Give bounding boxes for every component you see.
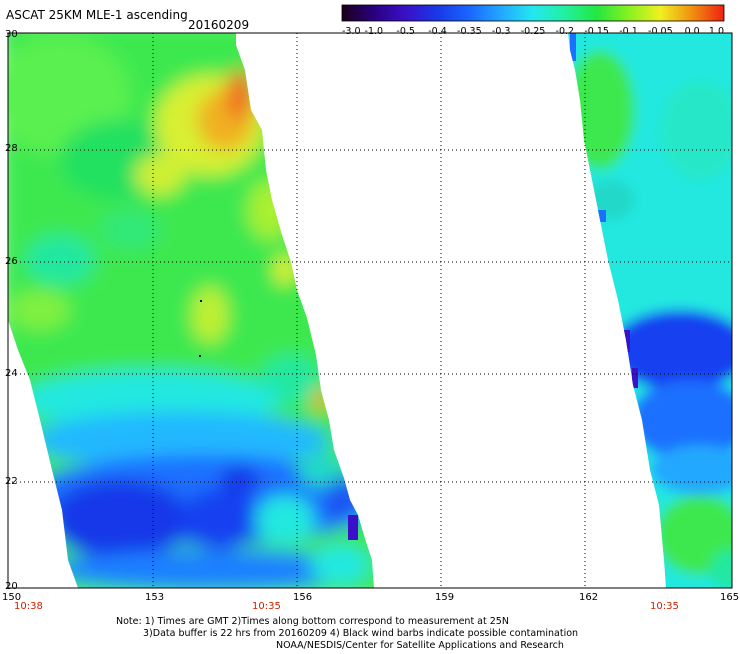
time-label-right: 10:35 [650, 601, 679, 612]
lat-label-26: 26 [5, 256, 18, 267]
lat-label-20: 20 [5, 581, 18, 592]
colorbar-label: -0.4 [428, 26, 447, 37]
lon-label-156: 156 [293, 592, 312, 603]
colorbar-labels: -3.0 -1.0 -0.5 -0.4 -0.35 -0.3 -0.25 -0.2 -0.15-… [342, 26, 724, 37]
lat-label-30: 30 [5, 29, 18, 40]
colorbar-label: -0.05 [648, 26, 673, 37]
note-line-3: NOAA/NESDIS/Center for Satellite Applica… [276, 640, 564, 650]
colorbar [341, 4, 725, 22]
colorbar-label: -0.5 [396, 26, 415, 37]
lon-label-162: 162 [579, 592, 598, 603]
time-labels: 10:38 10:35 10:35 [14, 601, 679, 612]
colorbar-label: -3.0 [342, 26, 361, 37]
lon-label-150: 150 [2, 592, 21, 603]
colorbar-label: 1.0 [709, 26, 724, 37]
colorbar-border [341, 4, 725, 22]
colorbar-label: -0.2 [556, 26, 575, 37]
colorbar-label: -0.3 [492, 26, 511, 37]
colorbar-label: -0.15 [584, 26, 609, 37]
note-line-1: Note: 1) Times are GMT 2)Times along bot… [116, 616, 509, 627]
lon-label-153: 153 [145, 592, 164, 603]
colorbar-label: -0.1 [619, 26, 638, 37]
map-title: ASCAT 25KM MLE-1 ascending [6, 8, 188, 22]
note-line-2: 3)Data buffer is 22 hrs from 20160209 4)… [143, 628, 578, 639]
contamination-marker [200, 300, 202, 302]
time-label-middle: 10:35 [252, 601, 281, 612]
lon-label-165: 165 [720, 592, 739, 603]
colorbar-label: -1.0 [365, 26, 384, 37]
colorbar-strip [342, 5, 724, 21]
left-swath [8, 33, 374, 588]
lat-lon-grid [8, 33, 732, 588]
contamination-marker [199, 355, 201, 357]
latitude-labels: 30 28 26 24 22 20 [5, 29, 18, 592]
colorbar-label: 0.0 [685, 26, 700, 37]
colorbar-label: -0.35 [457, 26, 482, 37]
lat-label-28: 28 [5, 143, 18, 154]
notes: Note: 1) Times are GMT 2)Times along bot… [116, 616, 578, 651]
longitude-labels: 150 153 156 159 162 165 [2, 592, 739, 603]
lat-label-22: 22 [5, 476, 18, 487]
map-border [7, 32, 733, 589]
lon-label-159: 159 [435, 592, 454, 603]
map-date: 20160209 [188, 18, 249, 32]
colorbar-label: -0.25 [521, 26, 546, 37]
lat-label-24: 24 [5, 368, 18, 379]
time-label-left: 10:38 [14, 601, 43, 612]
right-swath [568, 33, 732, 588]
